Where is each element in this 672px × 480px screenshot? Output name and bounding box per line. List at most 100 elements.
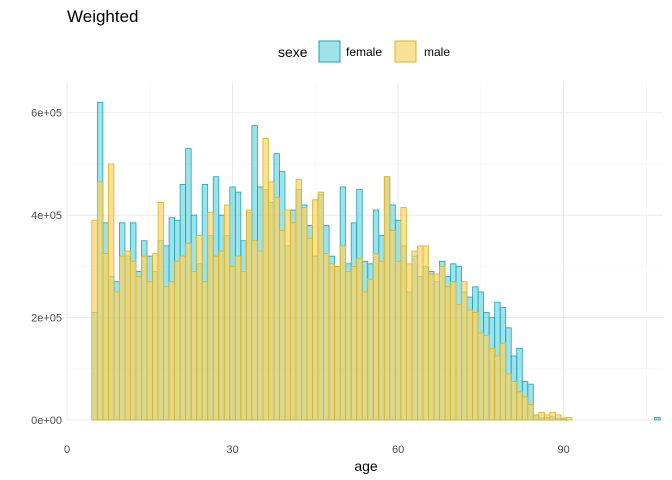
bar-male <box>256 250 264 421</box>
x-axis-ticks: 0 30 60 90 <box>64 444 570 456</box>
bar-male <box>532 414 540 421</box>
bar-male <box>566 417 573 421</box>
bar-male <box>477 332 485 421</box>
bar-male <box>428 273 435 421</box>
bar-male <box>91 219 98 421</box>
bar-male <box>527 404 534 421</box>
bar-male <box>152 253 159 421</box>
bar-male <box>212 255 220 421</box>
bar-male <box>350 265 358 421</box>
bar-male <box>367 278 374 421</box>
bar-female <box>654 417 661 421</box>
bar-male <box>190 271 198 421</box>
bar-male <box>505 373 512 421</box>
bar-male <box>422 245 429 421</box>
bar-male <box>201 281 209 421</box>
bar-male <box>218 250 225 421</box>
bar-male <box>96 181 104 421</box>
bar-male <box>417 245 424 421</box>
bar-male <box>372 253 380 421</box>
y-tick-label: 6e+05 <box>31 108 62 120</box>
legend-key-male <box>394 40 417 63</box>
bar-male <box>510 381 518 421</box>
legend-label-male: male <box>424 45 450 59</box>
bar-male <box>157 201 164 421</box>
bar-male <box>356 258 363 421</box>
bar-male <box>444 286 451 421</box>
bar-male <box>146 281 153 421</box>
bar-male <box>196 235 203 421</box>
bar-male <box>334 265 341 421</box>
x-axis-title: age <box>354 458 378 474</box>
bar-male <box>461 281 468 421</box>
x-tick-label: 30 <box>226 444 238 456</box>
series-male-bars <box>91 137 573 421</box>
bar-male <box>345 271 352 421</box>
bar-male <box>229 265 236 421</box>
y-tick-label: 0e+00 <box>31 415 62 427</box>
bar-male <box>284 209 291 421</box>
bar-male <box>554 414 562 421</box>
bar-male <box>245 209 253 421</box>
bar-male <box>466 309 474 421</box>
bar-male <box>328 263 336 421</box>
bar-male <box>135 276 142 421</box>
x-tick-label: 60 <box>392 444 404 456</box>
y-axis-ticks: 0e+00 2e+05 4e+05 6e+05 <box>31 108 62 427</box>
chart-title: Weighted <box>67 7 139 26</box>
bar-male <box>521 396 529 421</box>
bar-male <box>174 260 181 421</box>
bar-male <box>317 191 325 421</box>
bar-male <box>130 260 137 421</box>
bar-male <box>102 253 109 421</box>
bar-male <box>389 230 396 421</box>
bar-male <box>119 255 126 421</box>
bar-male <box>240 271 247 421</box>
bar-male <box>516 391 523 421</box>
bar-male <box>339 245 347 421</box>
bar-male <box>323 253 330 421</box>
bar-male <box>179 255 187 421</box>
bar-male <box>494 355 501 421</box>
bar-male <box>268 181 275 421</box>
bar-male <box>361 291 369 421</box>
bar-male <box>560 417 567 421</box>
bar-male <box>234 255 242 421</box>
legend-title: sexe <box>278 44 308 60</box>
bar-male <box>290 222 297 421</box>
bar-male <box>405 263 413 421</box>
bar-male <box>488 347 496 421</box>
bar-male <box>223 204 231 421</box>
x-tick-label: 90 <box>558 444 570 456</box>
bar-male <box>499 342 507 421</box>
bar-male <box>168 281 176 421</box>
bar-male <box>301 207 308 421</box>
bar-male <box>538 411 545 421</box>
bar-male <box>450 281 457 421</box>
bar-male <box>113 291 120 421</box>
bar-male <box>262 137 269 421</box>
bar-male <box>107 163 115 421</box>
bar-male <box>472 312 479 421</box>
bar-male <box>295 178 302 421</box>
bar-male <box>549 411 556 421</box>
bar-male <box>306 237 313 421</box>
bar-male <box>273 196 280 421</box>
bar-male <box>383 176 391 421</box>
bar-male <box>163 286 170 421</box>
bar-male <box>185 242 192 421</box>
bar-male <box>400 207 407 421</box>
x-tick-label: 0 <box>64 444 70 456</box>
legend-label-female: female <box>346 45 382 59</box>
bar-male <box>483 335 490 421</box>
y-tick-label: 4e+05 <box>31 210 62 222</box>
bar-male <box>124 250 131 421</box>
bar-male <box>433 273 440 421</box>
legend: sexe female male <box>278 40 450 63</box>
bar-male <box>251 240 258 421</box>
bar-male <box>411 250 418 421</box>
bar-male <box>543 414 551 421</box>
bar-male <box>207 212 214 421</box>
bar-male <box>455 304 462 421</box>
